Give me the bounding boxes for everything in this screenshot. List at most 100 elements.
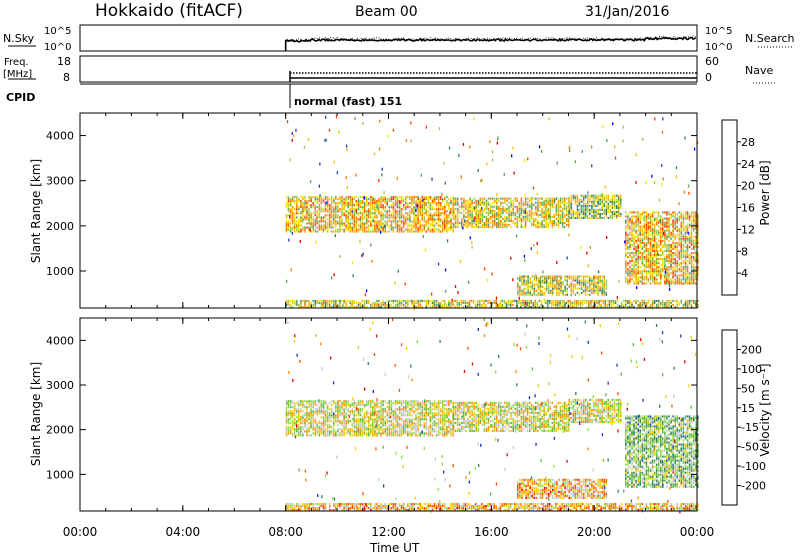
heatmap-cell <box>631 229 633 232</box>
heatmap-cell <box>697 272 699 275</box>
heatmap-cell <box>591 277 593 280</box>
heatmap-cell <box>293 303 296 306</box>
heatmap-cell <box>310 424 312 427</box>
heatmap-cell <box>471 217 473 220</box>
heatmap-cell <box>526 301 528 304</box>
heatmap-cell <box>318 402 321 405</box>
heatmap-cell <box>429 299 432 302</box>
heatmap-cell <box>549 213 551 216</box>
heatmap-cell <box>493 301 495 304</box>
heatmap-cell <box>324 422 327 425</box>
heatmap-cell <box>674 282 676 285</box>
heatmap-cell <box>398 210 401 213</box>
heatmap-cell <box>672 280 674 283</box>
heatmap-cell <box>502 217 504 220</box>
heatmap-cell <box>326 299 329 302</box>
heatmap-cell <box>353 218 356 221</box>
heatmap-cell <box>374 303 376 306</box>
heatmap-cell <box>300 426 302 429</box>
heatmap-cell <box>370 428 372 431</box>
heatmap-cell <box>539 226 541 229</box>
heatmap-cell <box>543 217 545 220</box>
heatmap-cell <box>635 219 637 222</box>
heatmap-cell <box>660 235 662 238</box>
heatmap-cell <box>645 264 648 267</box>
heatmap-cell <box>595 281 597 284</box>
heatmap-cell <box>615 204 618 207</box>
heatmap-cell <box>289 418 292 421</box>
heatmap-cell <box>411 202 413 205</box>
heatmap-cell <box>320 208 323 211</box>
heatmap-cell <box>469 203 471 206</box>
heatmap-cell <box>372 434 374 437</box>
heatmap-cell <box>299 239 301 243</box>
heatmap-cell <box>357 430 360 433</box>
heatmap-cell <box>631 243 633 246</box>
heatmap-cell <box>684 256 687 259</box>
heatmap-cell <box>324 430 327 433</box>
heatmap-cell <box>469 215 471 218</box>
heatmap-cell <box>587 293 589 296</box>
heatmap-cell <box>465 203 467 206</box>
heatmap-cell <box>291 420 294 423</box>
heatmap-cell <box>536 212 538 216</box>
heatmap-cell <box>421 202 423 205</box>
heatmap-cell <box>351 408 354 411</box>
heatmap-cell <box>347 299 349 302</box>
heatmap-cell <box>465 222 467 224</box>
heatmap-cell <box>549 275 552 278</box>
heatmap-cell <box>610 299 613 302</box>
heatmap-cell <box>374 210 376 213</box>
heatmap-cell <box>400 208 403 211</box>
heatmap-cell <box>506 226 508 229</box>
heatmap-cell <box>487 211 490 214</box>
heatmap-cell <box>564 293 566 296</box>
heatmap-cell <box>556 285 558 288</box>
heatmap-cell <box>537 285 540 288</box>
heatmap-cell <box>304 404 306 407</box>
heatmap-cell <box>364 293 367 297</box>
heatmap-cell <box>545 222 547 224</box>
heatmap-cell <box>620 306 623 308</box>
heatmap-cell <box>668 254 670 257</box>
heatmap-cell <box>599 202 601 205</box>
freq-right-tick-bottom: 0 <box>705 71 712 84</box>
heatmap-cell <box>337 198 339 201</box>
heatmap-cell <box>631 221 633 224</box>
heatmap-cell <box>682 274 685 277</box>
heatmap-cell <box>500 207 502 210</box>
heatmap-cell <box>293 212 296 215</box>
heatmap-cell <box>481 217 484 220</box>
heatmap-cell <box>536 251 538 255</box>
heatmap-cell <box>668 223 670 226</box>
heatmap-cell <box>541 213 543 216</box>
heatmap-cell <box>365 226 368 229</box>
heatmap-cell <box>398 220 401 223</box>
heatmap-cell <box>499 299 502 302</box>
heatmap-cell <box>333 416 335 419</box>
heatmap-cell <box>310 414 312 417</box>
heatmap-cell <box>387 134 389 138</box>
heatmap-cell <box>508 217 510 220</box>
heatmap-cell <box>370 196 372 199</box>
heatmap-cell <box>526 211 529 214</box>
heatmap-cell <box>655 211 658 214</box>
heatmap-cell <box>427 210 430 213</box>
heatmap-cell <box>548 299 551 302</box>
heatmap-cell <box>568 202 571 205</box>
heatmap-cell <box>465 207 467 210</box>
heatmap-cell <box>302 212 304 215</box>
heatmap-cell <box>501 303 504 306</box>
heatmap-cell <box>374 428 376 431</box>
heatmap-cell <box>560 287 562 290</box>
heatmap-cell <box>330 216 333 219</box>
heatmap-cell <box>599 198 601 201</box>
heatmap-cell <box>320 226 323 229</box>
heatmap-cell <box>528 301 530 304</box>
heatmap-cell <box>645 282 648 285</box>
heatmap-cell <box>649 258 652 261</box>
heatmap-cell <box>285 416 288 419</box>
heatmap-cell <box>448 206 450 209</box>
heatmap-cell <box>668 233 670 236</box>
